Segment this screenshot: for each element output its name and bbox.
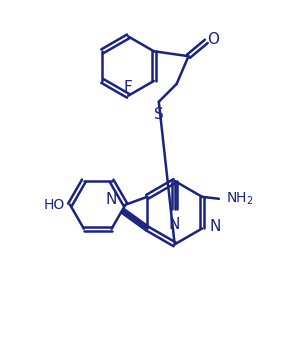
Text: O: O [207,32,219,47]
Text: S: S [154,107,164,122]
Text: N: N [209,219,220,234]
Text: N: N [169,217,180,231]
Text: HO: HO [44,198,65,212]
Text: N: N [105,192,117,207]
Text: NH$_2$: NH$_2$ [226,191,254,207]
Text: F: F [124,80,132,95]
